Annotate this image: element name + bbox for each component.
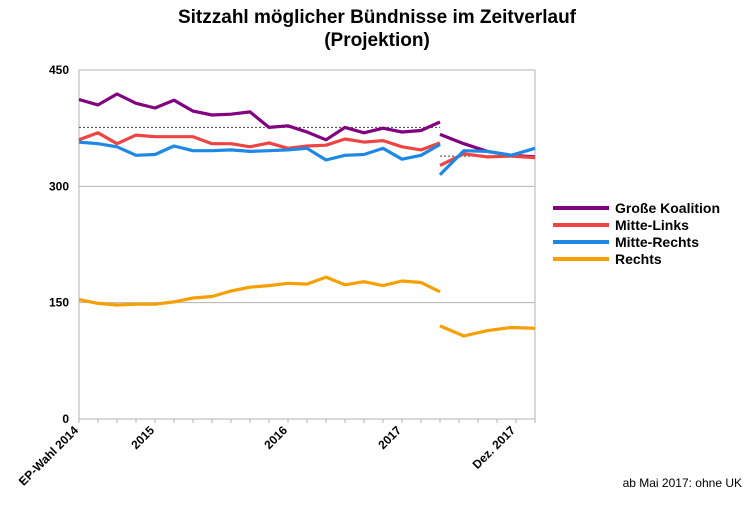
legend-label: Mitte-Rechts bbox=[615, 233, 700, 250]
footnote: ab Mai 2017: ohne UK bbox=[622, 476, 742, 490]
chart-title-line-1: Sitzzahl möglicher Bündnisse im Zeitverl… bbox=[177, 7, 577, 28]
y-tick-label: 300 bbox=[49, 179, 69, 193]
series-line-1 bbox=[78, 131, 441, 152]
legend-swatch bbox=[553, 222, 609, 227]
y-tick-label: 450 bbox=[49, 63, 69, 77]
legend-label: Große Koalition bbox=[615, 199, 720, 216]
x-tick-label: 2015 bbox=[128, 423, 157, 452]
chart-title-line-2: (Projektion) bbox=[324, 30, 430, 51]
series-line-3-after-break bbox=[439, 324, 536, 338]
legend-item-mitte-rechts: Mitte-Rechts bbox=[553, 233, 720, 250]
x-tick-label: Dez. 2017 bbox=[470, 423, 519, 472]
legend-item-rechts: Rechts bbox=[553, 250, 720, 267]
series-line-3 bbox=[78, 275, 441, 307]
legend-swatch bbox=[553, 239, 609, 244]
legend-label: Rechts bbox=[615, 250, 662, 267]
y-tick-label: 150 bbox=[49, 296, 69, 310]
x-tick-label: 2016 bbox=[261, 423, 290, 452]
legend: Große Koalition Mitte-Links Mitte-Rechts… bbox=[553, 199, 720, 267]
y-tick-label: 0 bbox=[62, 412, 69, 426]
x-tick-label: 2017 bbox=[375, 423, 404, 452]
legend-item-mitte-links: Mitte-Links bbox=[553, 216, 720, 233]
chart-title: Sitzzahl möglicher Bündnisse im Zeitverl… bbox=[0, 6, 754, 52]
x-tick-label: EP-Wahl 2014 bbox=[16, 423, 81, 488]
legend-item-grosse-koalition: Große Koalition bbox=[553, 199, 720, 216]
series-line-2 bbox=[78, 140, 441, 162]
legend-swatch bbox=[553, 256, 609, 261]
legend-label: Mitte-Links bbox=[615, 216, 689, 233]
series-line-0 bbox=[78, 92, 441, 142]
legend-swatch bbox=[553, 205, 609, 210]
series-line-2-after-break bbox=[438, 146, 536, 176]
